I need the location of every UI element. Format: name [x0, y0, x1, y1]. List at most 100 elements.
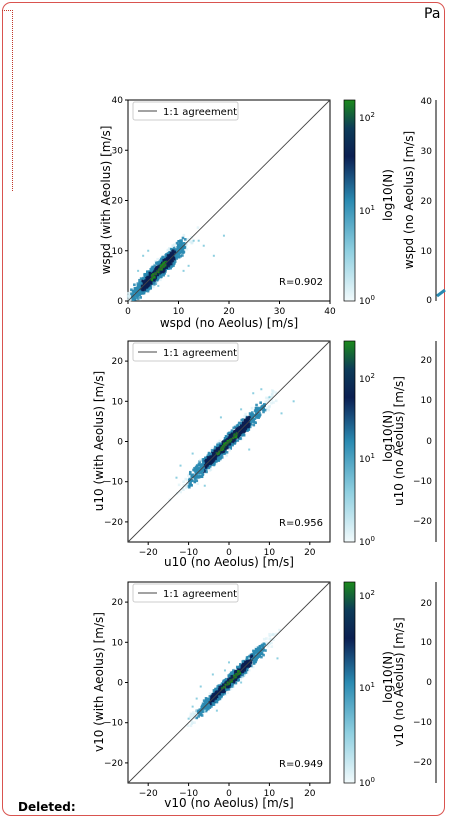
scatter-point [243, 414, 246, 418]
scatter-point [202, 461, 205, 464]
scatter-point [143, 288, 147, 291]
scatter-point [206, 461, 210, 465]
scatter-point [249, 664, 253, 668]
scatter-point [167, 259, 171, 263]
scatter-point [261, 649, 265, 652]
scatter-point [176, 245, 179, 249]
scatter-point [177, 252, 181, 256]
scatter-point [259, 648, 262, 652]
scatter-point [246, 418, 250, 422]
scatter-point [208, 692, 212, 695]
right-panel-ticks: 40 30 20 10 0 [421, 97, 433, 306]
scatter-point [153, 267, 156, 270]
scatter-point [187, 485, 191, 488]
scatter-point [200, 471, 203, 475]
scatter-point [220, 453, 224, 456]
right-panel-ticks: 20 10 0 −10 −20 [413, 599, 432, 768]
scatter-point [163, 258, 167, 261]
scatter-point [173, 243, 176, 247]
y-axis-label: u10 (with Aeolus) [m/s] [92, 371, 106, 511]
svg-text:40: 40 [421, 97, 433, 107]
scatter-point [162, 268, 166, 272]
x-tick-label: 30 [274, 307, 286, 317]
scatter-point [258, 408, 261, 412]
scatter-point [249, 422, 253, 426]
legend: 1:1 agreement [132, 342, 239, 362]
scatter-point [158, 260, 162, 264]
scatter-point [257, 413, 260, 417]
scatter-point [139, 296, 143, 299]
scatter-point [247, 668, 251, 672]
scatter-point [146, 289, 150, 293]
scatter-point [243, 420, 247, 423]
scatter-point [173, 260, 177, 263]
scatter-point [250, 414, 254, 417]
scatter-point [240, 424, 243, 428]
scatter-point [236, 666, 240, 670]
scatter-point [212, 697, 216, 701]
legend-label: 1:1 agreement [163, 107, 237, 118]
y-tick-label: −10 [104, 478, 123, 488]
x-tick-label: 0 [125, 307, 131, 317]
legend-label: 1:1 agreement [163, 348, 237, 359]
scatter-point [144, 275, 148, 279]
svg-text:−20: −20 [413, 758, 432, 768]
scatter-point [263, 408, 267, 412]
scatter-point [203, 709, 206, 712]
scatter-point [239, 677, 243, 681]
scatter-point [222, 440, 225, 443]
scatter-point [179, 244, 183, 247]
scatter-point [229, 447, 233, 450]
scatter-point [134, 294, 137, 297]
scatter-point [274, 399, 278, 403]
scatter-point [196, 468, 200, 472]
scatter-point [182, 269, 185, 272]
scatter-point [200, 704, 204, 708]
scatter-point [270, 392, 274, 396]
scatter-point [191, 473, 195, 477]
scatter-point [242, 672, 246, 676]
scatter-point [204, 462, 207, 465]
scatter-point [227, 431, 231, 435]
svg-text:20: 20 [421, 356, 433, 366]
scatter-point [231, 442, 234, 446]
scatter-point [139, 286, 142, 290]
scatter-point [158, 266, 162, 269]
scatter-point [201, 458, 205, 461]
scatter-point [258, 645, 262, 648]
scatter-point [213, 455, 216, 459]
colorbar-tick-100: 102 [359, 589, 375, 602]
scatter-point [235, 427, 238, 431]
scatter-point [260, 655, 263, 659]
scatter-point [226, 681, 230, 685]
scatter-point [272, 638, 275, 641]
scatter-point [131, 289, 135, 293]
scatter-point [226, 691, 230, 694]
scatter-point [215, 709, 218, 712]
scatter-point [248, 657, 251, 660]
scatter-point [233, 425, 237, 429]
scatter-point [193, 476, 197, 479]
scatter-point [169, 266, 172, 270]
scatter-point [194, 713, 197, 717]
right-panel-ylabel: v10 (no Aeolus) [m/s] [392, 617, 406, 746]
scatter-point [209, 452, 213, 456]
scatter-point [222, 688, 226, 692]
scatter-point [159, 278, 162, 282]
scatter-point [276, 657, 279, 660]
right-panel-ticks: 20 10 0 −10 −20 [413, 356, 432, 527]
y-tick-label: 10 [112, 247, 124, 257]
scatter-point [191, 721, 194, 725]
scatter-point [267, 405, 271, 409]
scatter-point [223, 437, 227, 440]
scatter-point [216, 457, 220, 461]
scatter-point [250, 406, 254, 410]
scatter-point [195, 697, 198, 700]
scatter-point [137, 284, 140, 288]
scatter-point [233, 674, 236, 678]
scatter-point [164, 265, 168, 269]
right-panel-v10: v10 (no Aeolus) [m/s] 20 10 0 −10 −20 [392, 582, 437, 783]
scatter-point [270, 395, 273, 399]
scatter-point [194, 465, 198, 469]
scatter-point [239, 431, 242, 435]
